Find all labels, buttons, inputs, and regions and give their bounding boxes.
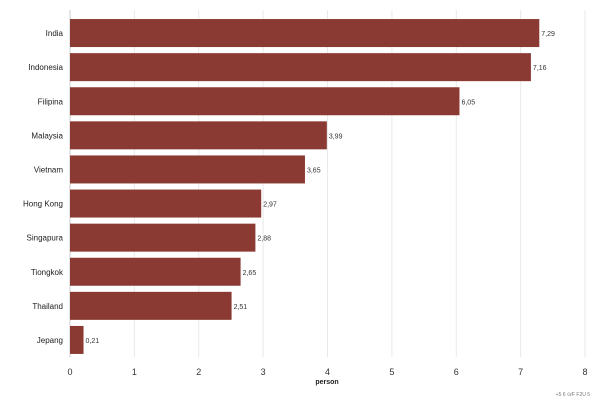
value-label: 0,21 (86, 338, 100, 345)
category-label: Singapura (27, 234, 64, 243)
x-tick-label: 6 (454, 367, 459, 377)
value-label: 2,65 (243, 270, 257, 277)
bar-thailand (70, 291, 232, 320)
category-label: India (46, 29, 64, 38)
bar-vietnam (70, 155, 305, 184)
x-tick-label: 1 (132, 367, 137, 377)
category-label: Hong Kong (23, 200, 63, 209)
x-tick-label: 3 (261, 367, 266, 377)
value-label: 2,88 (257, 236, 271, 243)
value-label: 7,16 (533, 65, 547, 72)
category-label: Filipina (38, 97, 64, 106)
category-label: Jepang (37, 336, 63, 345)
bar-jepang (70, 325, 84, 354)
category-label: Malaysia (31, 131, 63, 140)
category-label: Vietnam (34, 165, 64, 174)
bar-filipina (70, 87, 460, 116)
x-axis-ticks: 0 1 2 3 4 5 6 7 8 (67, 367, 587, 377)
bar-tiongkok (70, 257, 241, 286)
bar-singapura (70, 223, 256, 252)
bar-india (70, 19, 540, 48)
value-label: 7,29 (541, 31, 555, 38)
x-tick-label: 0 (67, 367, 72, 377)
bars (70, 19, 540, 354)
bar-hong-kong (70, 189, 262, 218)
value-label: 3,99 (329, 133, 343, 140)
bar-malaysia (70, 121, 327, 150)
x-axis-title: person (315, 379, 338, 386)
x-tick-label: 7 (518, 367, 523, 377)
x-tick-label: 8 (582, 367, 587, 377)
category-labels: India Indonesia Filipina Malaysia Vietnam Hon… (23, 29, 64, 345)
bar-indonesia (70, 53, 531, 82)
category-label: Indonesia (28, 63, 63, 72)
value-labels: 7,29 7,16 6,05 3,99 3,65 2,97 2,88 2,65 2,51 0,21 (86, 31, 556, 345)
category-label: Tiongkok (31, 268, 64, 277)
chart-credit: +5 6 ⊙⁄F F2U 5 (556, 392, 591, 398)
value-label: 2,97 (263, 202, 277, 209)
value-label: 2,51 (234, 304, 248, 311)
category-label: Thailand (32, 302, 63, 311)
value-label: 6,05 (461, 99, 475, 106)
x-tick-label: 2 (196, 367, 201, 377)
x-tick-label: 5 (389, 367, 394, 377)
x-tick-label: 4 (325, 367, 330, 377)
value-label: 3,65 (307, 167, 321, 174)
